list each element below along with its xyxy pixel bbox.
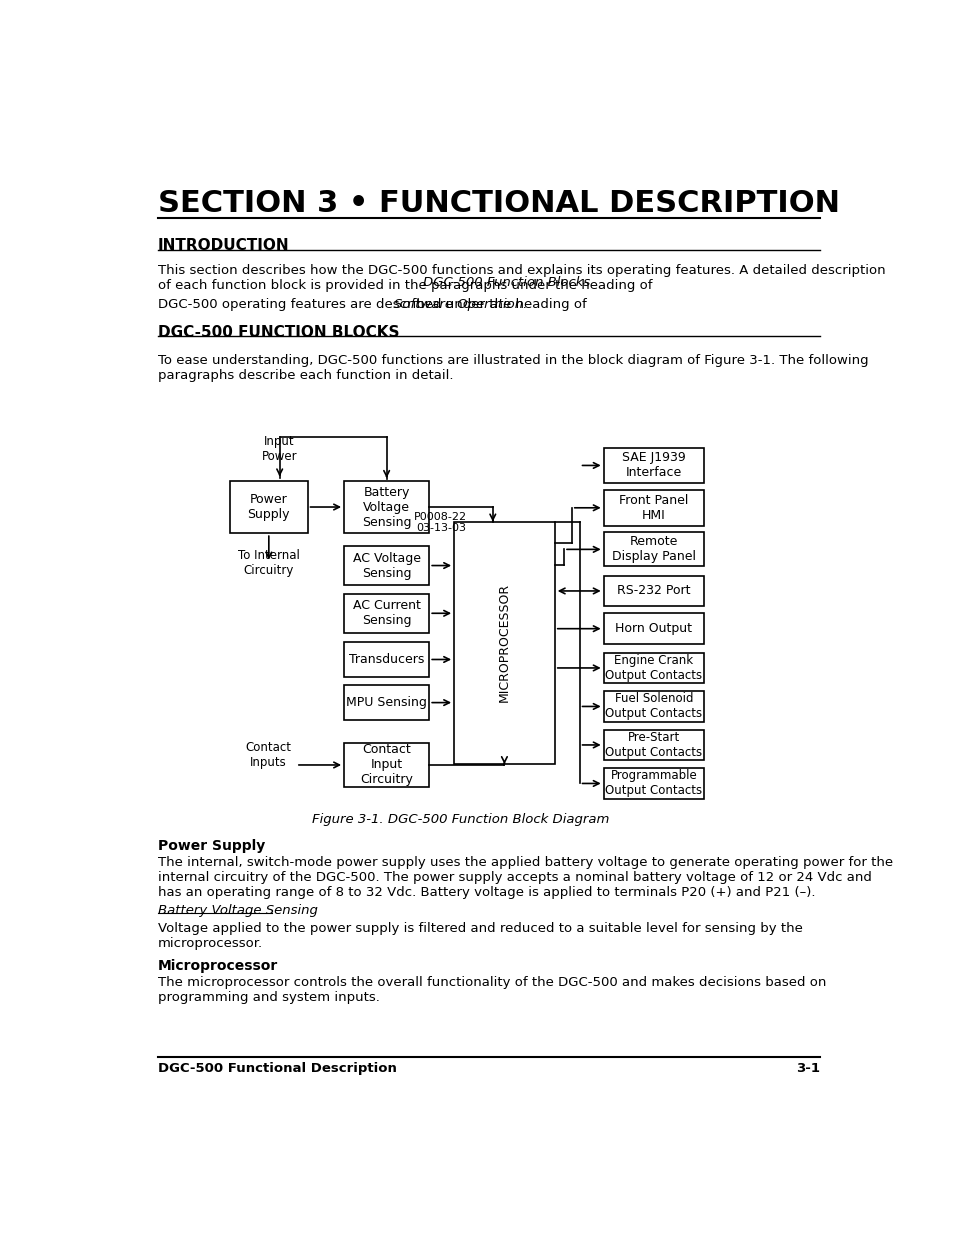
Text: To Internal
Circuitry: To Internal Circuitry xyxy=(237,550,299,578)
FancyBboxPatch shape xyxy=(344,685,429,720)
Text: 3-1: 3-1 xyxy=(795,1062,819,1076)
Text: AC Current
Sensing: AC Current Sensing xyxy=(353,599,420,627)
Text: DGC-500 Functional Description: DGC-500 Functional Description xyxy=(158,1062,396,1076)
Text: Engine Crank
Output Contacts: Engine Crank Output Contacts xyxy=(605,655,701,682)
Text: To ease understanding, DGC-500 functions are illustrated in the block diagram of: To ease understanding, DGC-500 functions… xyxy=(158,353,868,382)
Text: Transducers: Transducers xyxy=(349,653,424,666)
FancyBboxPatch shape xyxy=(603,730,703,761)
Text: The microprocessor controls the overall functionality of the DGC-500 and makes d: The microprocessor controls the overall … xyxy=(158,976,825,1004)
FancyBboxPatch shape xyxy=(344,642,429,677)
FancyBboxPatch shape xyxy=(344,546,429,585)
Text: Contact
Inputs: Contact Inputs xyxy=(245,741,291,769)
FancyBboxPatch shape xyxy=(230,480,307,534)
FancyBboxPatch shape xyxy=(603,532,703,567)
FancyBboxPatch shape xyxy=(603,576,703,606)
Text: RS-232 Port: RS-232 Port xyxy=(617,584,690,598)
Text: The internal, switch-mode power supply uses the applied battery voltage to gener: The internal, switch-mode power supply u… xyxy=(158,856,892,899)
Text: Horn Output: Horn Output xyxy=(615,622,692,635)
Text: Power Supply: Power Supply xyxy=(158,839,265,853)
Text: Pre-Start
Output Contacts: Pre-Start Output Contacts xyxy=(605,731,701,760)
Text: Remote
Display Panel: Remote Display Panel xyxy=(612,535,696,563)
Text: MPU Sensing: MPU Sensing xyxy=(346,697,427,709)
Text: DGC-500 Function Blocks.: DGC-500 Function Blocks. xyxy=(422,275,594,289)
Text: Programmable
Output Contacts: Programmable Output Contacts xyxy=(605,769,701,798)
Text: Battery
Voltage
Sensing: Battery Voltage Sensing xyxy=(361,485,411,529)
FancyBboxPatch shape xyxy=(603,692,703,721)
FancyBboxPatch shape xyxy=(603,490,703,526)
FancyBboxPatch shape xyxy=(344,743,429,787)
FancyBboxPatch shape xyxy=(344,594,429,632)
Text: Contact
Input
Circuitry: Contact Input Circuitry xyxy=(360,743,413,787)
Text: Input
Power: Input Power xyxy=(261,436,297,463)
Text: Battery Voltage Sensing: Battery Voltage Sensing xyxy=(158,904,317,916)
Text: Voltage applied to the power supply is filtered and reduced to a suitable level : Voltage applied to the power supply is f… xyxy=(158,923,802,950)
Text: MICROPROCESSOR: MICROPROCESSOR xyxy=(497,583,511,703)
Text: INTRODUCTION: INTRODUCTION xyxy=(158,238,290,253)
Text: Fuel Solenoid
Output Contacts: Fuel Solenoid Output Contacts xyxy=(605,693,701,720)
Text: P0008-22
03-13-03: P0008-22 03-13-03 xyxy=(414,511,467,534)
Text: This section describes how the DGC-500 functions and explains its operating feat: This section describes how the DGC-500 f… xyxy=(158,264,884,293)
FancyBboxPatch shape xyxy=(603,614,703,645)
Text: Power
Supply: Power Supply xyxy=(248,493,290,521)
FancyBboxPatch shape xyxy=(603,768,703,799)
Text: DGC-500 operating features are described under the heading of: DGC-500 operating features are described… xyxy=(158,299,590,311)
Text: DGC-500 FUNCTION BLOCKS: DGC-500 FUNCTION BLOCKS xyxy=(158,325,399,340)
Text: Microprocessor: Microprocessor xyxy=(158,960,278,973)
Text: AC Voltage
Sensing: AC Voltage Sensing xyxy=(353,552,420,579)
FancyBboxPatch shape xyxy=(454,521,555,764)
Text: SECTION 3 • FUNCTIONAL DESCRIPTION: SECTION 3 • FUNCTIONAL DESCRIPTION xyxy=(158,189,840,219)
Text: Figure 3-1. DGC-500 Function Block Diagram: Figure 3-1. DGC-500 Function Block Diagr… xyxy=(312,813,608,826)
FancyBboxPatch shape xyxy=(603,652,703,683)
Text: Software Operation.: Software Operation. xyxy=(394,299,527,311)
FancyBboxPatch shape xyxy=(603,448,703,483)
Text: SAE J1939
Interface: SAE J1939 Interface xyxy=(621,452,685,479)
Text: Front Panel
HMI: Front Panel HMI xyxy=(618,494,688,522)
FancyBboxPatch shape xyxy=(344,480,429,534)
